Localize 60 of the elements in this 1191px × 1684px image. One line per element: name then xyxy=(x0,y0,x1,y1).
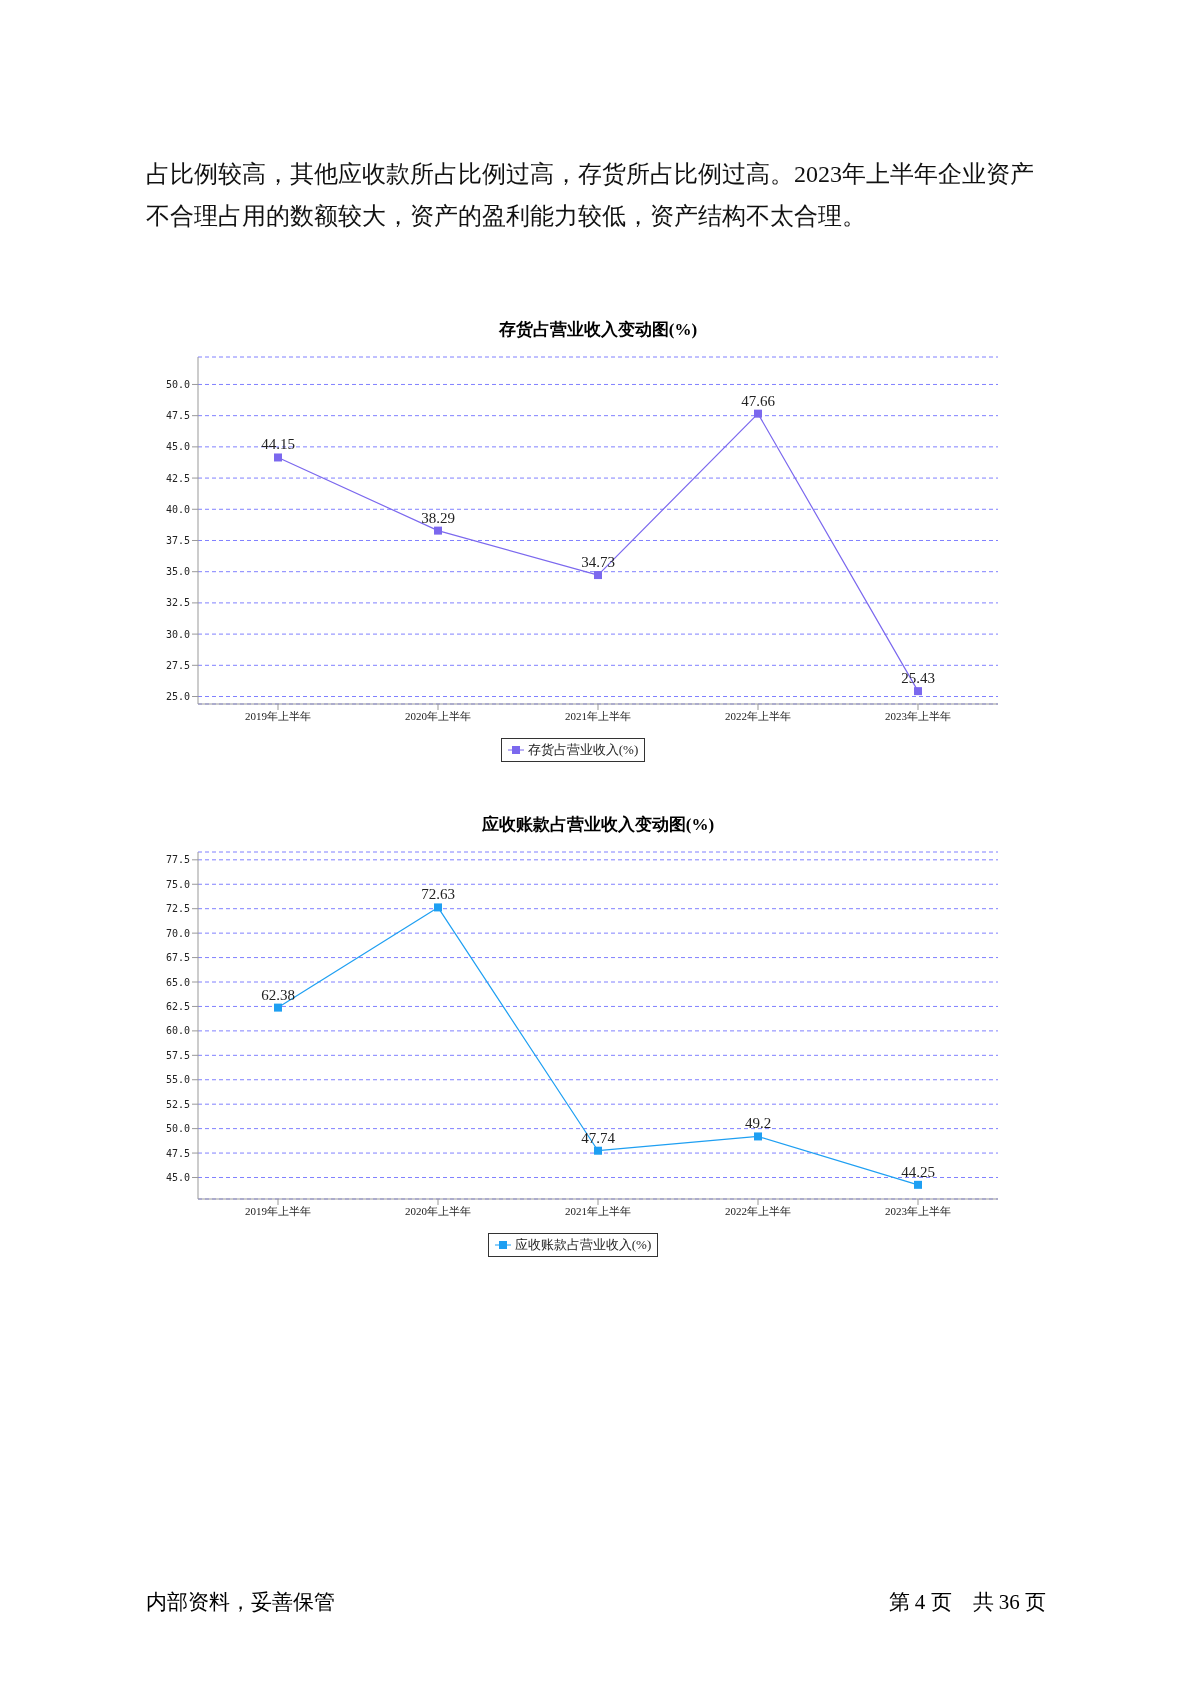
data-label: 44.15 xyxy=(261,436,295,453)
y-tick-label: 50.0 xyxy=(165,1123,190,1135)
point xyxy=(434,526,442,535)
y-tick-label: 40.0 xyxy=(165,503,190,515)
chart-title: 存货占营业收入变动图(%) xyxy=(497,319,699,341)
y-tick-label: 47.5 xyxy=(165,1147,190,1159)
y-tick-label: 67.5 xyxy=(165,952,190,964)
y-tick-label: 57.5 xyxy=(165,1049,190,1061)
point xyxy=(434,903,442,912)
data-label: 38.29 xyxy=(421,509,455,526)
y-tick-label: 47.5 xyxy=(165,410,190,422)
y-tick-label: 32.5 xyxy=(165,597,190,609)
data-label: 44.25 xyxy=(901,1163,935,1180)
x-tick-label: 2023年上半年 xyxy=(885,709,951,722)
text: 占比例较高，其他应收款所占比例过高，存货所占比例过高。2023年上半年企业资产不合理占用的数额较大，资产的盈利能力较低，资产结构不太合理。 xyxy=(146,160,1035,231)
x-tick-label: 2022年上半年 xyxy=(725,709,791,722)
point xyxy=(274,1003,282,1012)
y-tick-label: 42.5 xyxy=(165,472,190,484)
y-tick-label: 52.5 xyxy=(165,1098,190,1110)
x-tick-label: 2019年上半年 xyxy=(245,709,311,722)
point xyxy=(594,571,602,580)
point xyxy=(274,453,282,462)
data-label: 47.66 xyxy=(741,392,776,409)
legend-label: 应收账款占营业收入(%) xyxy=(514,1236,652,1254)
y-tick-label: 65.0 xyxy=(165,976,190,988)
x-tick-label: 2023年上半年 xyxy=(885,1204,951,1217)
chart-title: 应收账款占营业收入变动图(%) xyxy=(480,814,716,836)
y-tick-label: 30.0 xyxy=(165,628,190,640)
x-tick-label: 2021年上半年 xyxy=(565,1204,631,1217)
data-label: 62.38 xyxy=(261,986,295,1003)
y-tick-label: 25.0 xyxy=(165,691,190,703)
point xyxy=(754,409,762,418)
point xyxy=(754,1132,762,1141)
y-tick-label: 37.5 xyxy=(165,535,190,547)
y-tick-label: 75.0 xyxy=(165,878,190,890)
text: 内部资料，妥善保管 xyxy=(146,1589,335,1616)
x-tick-label: 2020年上半年 xyxy=(405,1204,471,1217)
y-tick-label: 55.0 xyxy=(165,1074,190,1086)
x-tick-label: 2019年上半年 xyxy=(245,1204,311,1217)
y-tick-label: 62.5 xyxy=(165,1000,190,1012)
point xyxy=(914,687,922,696)
y-tick-label: 45.0 xyxy=(165,441,190,453)
y-tick-label: 77.5 xyxy=(165,854,190,866)
data-label: 72.63 xyxy=(421,886,455,903)
y-tick-label: 27.5 xyxy=(165,659,190,671)
x-tick-label: 2022年上半年 xyxy=(725,1204,791,1217)
data-label: 49.2 xyxy=(744,1115,772,1132)
y-tick-label: 60.0 xyxy=(165,1025,190,1037)
y-tick-label: 50.0 xyxy=(165,379,190,391)
legend-label: 存货占营业收入(%) xyxy=(527,741,639,759)
data-label: 25.43 xyxy=(901,670,935,687)
text: 第 4 页 共 36 页 xyxy=(888,1589,1046,1616)
y-tick-label: 70.0 xyxy=(165,927,190,939)
y-tick-label: 45.0 xyxy=(165,1172,190,1184)
x-tick-label: 2020年上半年 xyxy=(405,709,471,722)
point xyxy=(594,1146,602,1155)
point xyxy=(914,1180,922,1189)
y-tick-label: 35.0 xyxy=(165,566,190,578)
x-tick-label: 2021年上半年 xyxy=(565,709,631,722)
y-tick-label: 72.5 xyxy=(165,903,190,915)
